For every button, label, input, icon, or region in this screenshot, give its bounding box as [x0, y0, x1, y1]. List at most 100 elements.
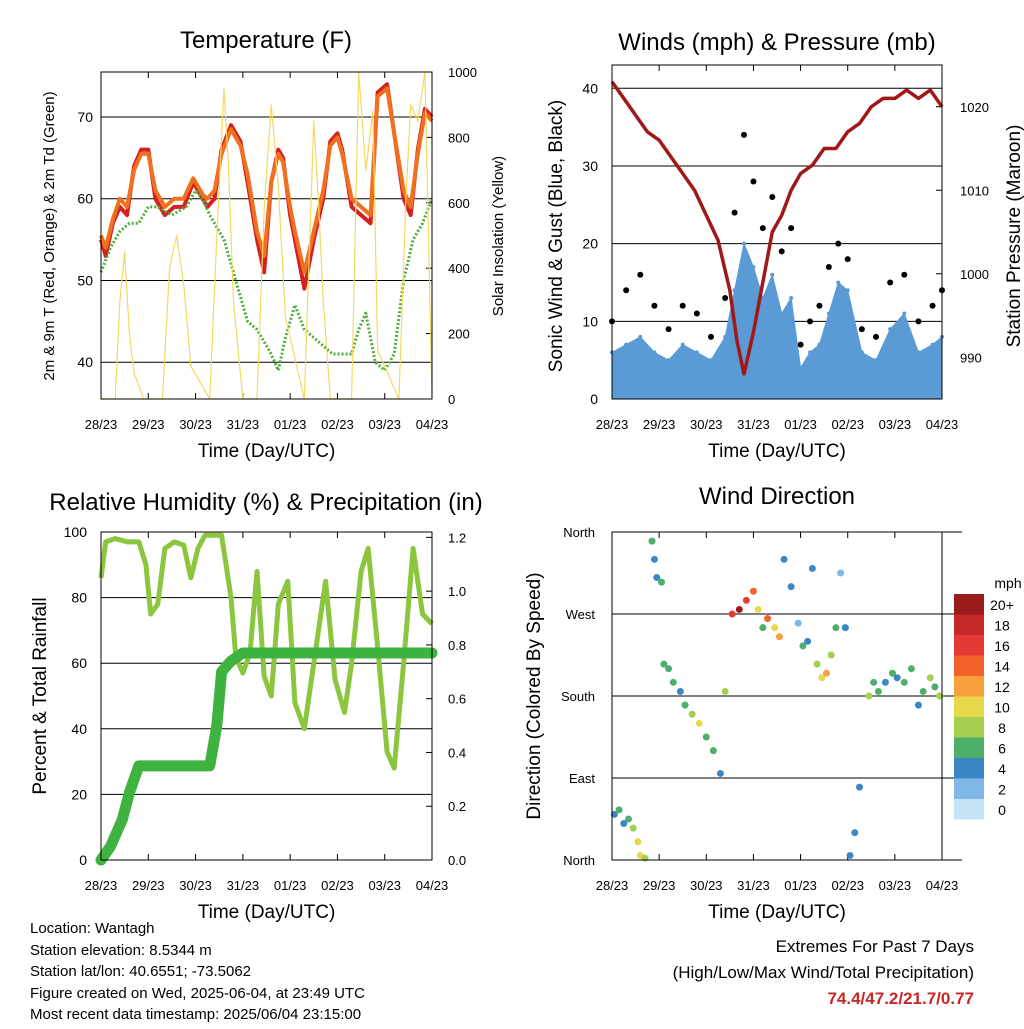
- x-tick-label: 03/23: [879, 417, 912, 432]
- direction-point: [641, 854, 649, 862]
- legend-swatch: [954, 696, 984, 717]
- y-tick-label-right: 0.6: [448, 692, 466, 707]
- direction-point: [841, 624, 849, 632]
- x-tick-label: 31/23: [227, 878, 260, 893]
- legend-swatch: [954, 778, 984, 799]
- gust-point: [844, 256, 851, 263]
- direction-point: [818, 674, 826, 682]
- direction-point: [865, 692, 873, 700]
- series-precip: [95, 647, 438, 866]
- series-2m-td: [99, 189, 434, 372]
- legend-label: 10: [994, 700, 1010, 716]
- x-tick-label: 03/23: [879, 878, 912, 893]
- station-location: Location: Wantagh: [30, 920, 155, 937]
- direction-point: [754, 605, 762, 613]
- direction-point: [900, 678, 908, 686]
- wind-point: [874, 358, 878, 363]
- direction-point: [716, 769, 724, 777]
- gust-point: [623, 287, 630, 294]
- plot-frame: [100, 71, 433, 400]
- plot-frame: [611, 64, 943, 400]
- y-tick-label: North: [563, 853, 595, 868]
- direction-point: [709, 747, 717, 755]
- y-tick-label: 40: [582, 80, 598, 96]
- data-timestamp: Most recent data timestamp: 2025/06/04 2…: [30, 1006, 362, 1023]
- direction-point: [695, 719, 703, 727]
- direction-point: [634, 838, 642, 846]
- legend-swatch: [954, 655, 984, 676]
- y-tick-label: 60: [71, 655, 87, 671]
- legend-swatch: [954, 758, 984, 779]
- wind-point: [798, 365, 803, 370]
- figure-created: Figure created on Wed, 2025-06-04, at 23…: [30, 984, 365, 1002]
- legend-label: 8: [998, 720, 1006, 736]
- direction-point: [804, 637, 812, 645]
- y-tick-label: 40: [77, 354, 93, 370]
- x-tick-label: 29/23: [132, 878, 165, 893]
- y-tick-label-right: 0.8: [448, 638, 466, 653]
- direction-point: [799, 642, 807, 650]
- legend-swatch: [954, 737, 984, 758]
- gust-point: [679, 302, 686, 309]
- x-tick-label: 29/23: [132, 417, 165, 432]
- station-elevation: Station elevation: 8.5344 m: [30, 941, 212, 959]
- y-axis-label-right: Station Pressure (Maroon): [1004, 125, 1024, 348]
- x-tick-label: 02/23: [321, 417, 354, 432]
- extremes-subtitle: (High/Low/Max Wind/Total Precipitation): [672, 963, 974, 982]
- legend-title: mph: [994, 575, 1021, 591]
- direction-point: [870, 678, 878, 686]
- legend-label: 4: [998, 761, 1006, 777]
- y-tick-label-right: 0.4: [448, 745, 466, 760]
- y-tick-label: North: [563, 525, 595, 540]
- y-tick-label: 70: [77, 109, 93, 125]
- wind-point: [694, 350, 699, 355]
- y-tick-label-right: 1020: [960, 100, 989, 115]
- direction-point: [658, 578, 665, 586]
- direction-point: [794, 619, 802, 627]
- gust-point: [887, 279, 894, 286]
- extremes-values: 74.4/47.2/21.7/0.77: [827, 989, 974, 1008]
- gust-point: [901, 271, 908, 278]
- y-axis-label: Sonic Wind & Gust (Blue, Black): [546, 100, 567, 372]
- x-axis-label: Time (Day/UTC): [198, 902, 336, 923]
- gust-point: [929, 302, 936, 309]
- gust-point: [915, 318, 922, 325]
- x-tick-label: 31/23: [737, 878, 770, 893]
- speed-legend: mph 20+ 18 16 14 12 10 8 6 4 2 0: [954, 575, 1022, 820]
- direction-point: [759, 624, 767, 632]
- y-tick-label-right: 400: [448, 261, 470, 276]
- gust-point: [816, 302, 823, 309]
- x-tick-label: 28/23: [85, 878, 118, 893]
- direction-point: [936, 692, 944, 700]
- x-tick-label: 28/23: [85, 417, 118, 432]
- direction-point: [893, 674, 901, 682]
- gust-point: [637, 271, 644, 278]
- x-tick-label: 01/23: [784, 878, 817, 893]
- x-tick-label: 04/23: [416, 417, 449, 432]
- wind-point: [845, 288, 850, 293]
- wind-point: [770, 272, 775, 277]
- y-tick-label: 20: [582, 236, 598, 252]
- direction-point: [846, 851, 854, 859]
- wind-point: [680, 342, 685, 347]
- direction-point: [823, 669, 830, 677]
- wind-point: [817, 342, 822, 347]
- y-axis-label: Direction (Colored By Speed): [524, 572, 545, 819]
- x-tick-label: 02/23: [831, 878, 864, 893]
- x-tick-label: 01/23: [274, 878, 307, 893]
- x-tick-label: 30/23: [690, 878, 723, 893]
- y-tick-label-right: 1000: [960, 267, 989, 282]
- direction-point: [764, 615, 772, 623]
- direction-point: [728, 610, 736, 618]
- wind-point: [723, 334, 728, 339]
- gust-point: [722, 295, 729, 302]
- x-tick-label: 01/23: [274, 417, 307, 432]
- y-tick-label-right: 200: [448, 327, 470, 342]
- panel-title: Wind Direction: [699, 483, 855, 510]
- direction-point: [669, 678, 677, 686]
- y-tick-label: 10: [582, 313, 598, 329]
- direction-point: [625, 815, 632, 823]
- legend-swatch: [954, 594, 984, 615]
- wind-point: [652, 350, 657, 355]
